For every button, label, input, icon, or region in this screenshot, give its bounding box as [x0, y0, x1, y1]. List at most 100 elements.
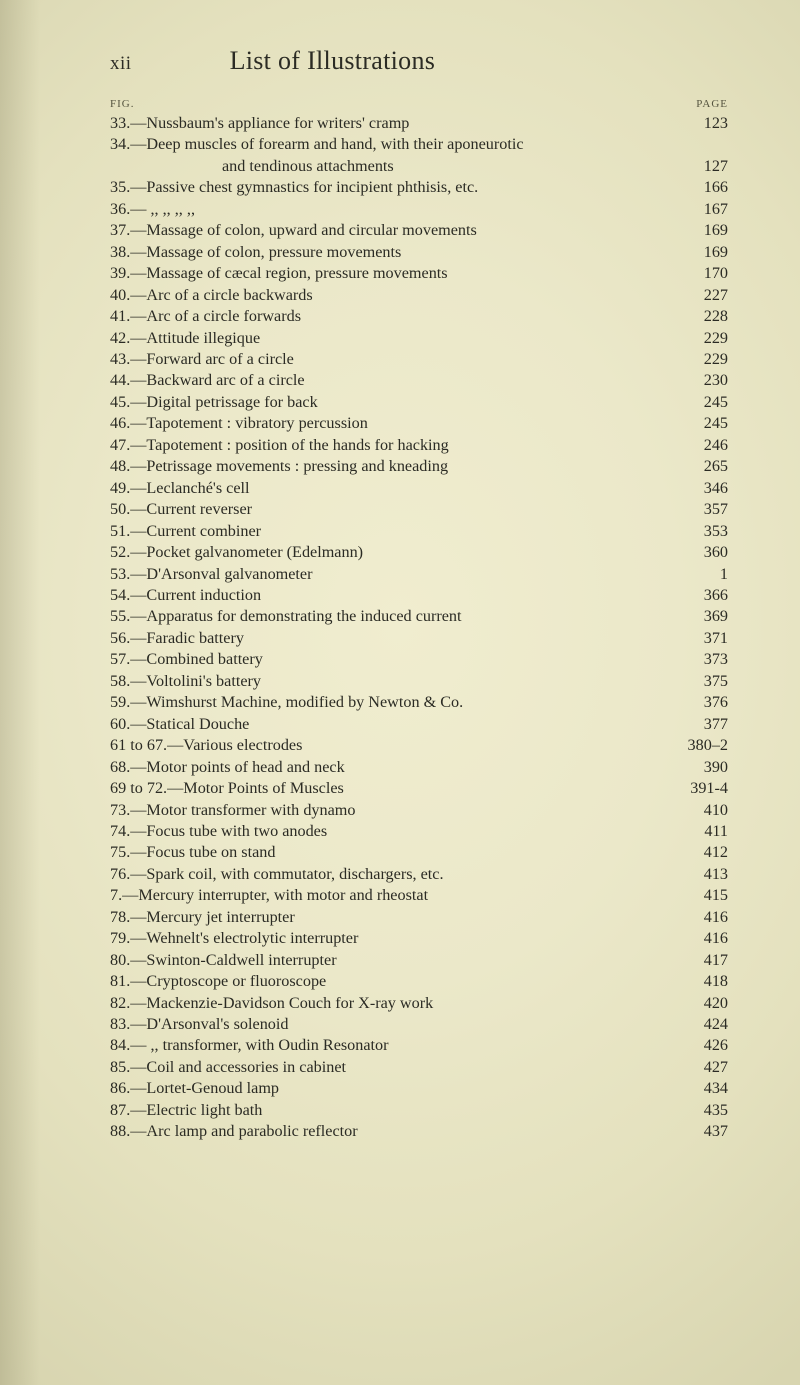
entry-label: 88.—Arc lamp and parabolic reflector	[110, 1121, 676, 1142]
list-item: 41.—Arc of a circle forwards228	[110, 306, 730, 327]
entry-label: 50.—Current reverser	[110, 499, 676, 520]
entry-page: 427	[676, 1057, 730, 1078]
entry-label: 56.—Faradic battery	[110, 628, 676, 649]
list-item: 58.—Voltolini's battery375	[110, 671, 730, 692]
list-item: 88.—Arc lamp and parabolic reflector437	[110, 1121, 730, 1142]
entry-label: 81.—Cryptoscope or fluoroscope	[110, 971, 676, 992]
list-item: 54.—Current induction366	[110, 585, 730, 606]
entry-page: 391-4	[676, 778, 730, 799]
entry-page: 437	[676, 1121, 730, 1142]
list-item: 51.—Current combiner353	[110, 521, 730, 542]
entry-page: 169	[676, 220, 730, 241]
entry-label: 59.—Wimshurst Machine, modified by Newto…	[110, 692, 676, 713]
entry-label: 84.— ,, transformer, with Oudin Resonato…	[110, 1035, 676, 1056]
entry-page: 265	[676, 456, 730, 477]
list-item: 82.—Mackenzie-Davidson Couch for X-ray w…	[110, 993, 730, 1014]
entry-page: 123	[676, 113, 730, 134]
list-item: 78.—Mercury jet interrupter416	[110, 907, 730, 928]
entry-page: 411	[676, 821, 730, 842]
entry-page: 426	[676, 1035, 730, 1056]
list-item: 49.—Leclanché's cell346	[110, 478, 730, 499]
list-item: 34.—Deep muscles of forearm and hand, wi…	[110, 134, 730, 155]
entry-page: 434	[676, 1078, 730, 1099]
list-item: 60.—Statical Douche377	[110, 714, 730, 735]
entry-page: 377	[676, 714, 730, 735]
entry-page: 410	[676, 800, 730, 821]
list-item: 36.— ,, ,, ,, ,,167	[110, 199, 730, 220]
entry-label: 35.—Passive chest gymnastics for incipie…	[110, 177, 676, 198]
list-item: 44.—Backward arc of a circle230	[110, 370, 730, 391]
list-item: 56.—Faradic battery371	[110, 628, 730, 649]
list-item: 61 to 67.—Various electrodes380–2	[110, 735, 730, 756]
entry-label: 49.—Leclanché's cell	[110, 478, 676, 499]
entry-label: 36.— ,, ,, ,, ,,	[110, 199, 676, 220]
entry-page: 229	[676, 328, 730, 349]
entry-page: 167	[676, 199, 730, 220]
list-item: 50.—Current reverser357	[110, 499, 730, 520]
list-item: 83.—D'Arsonval's solenoid424	[110, 1014, 730, 1035]
list-item: 74.—Focus tube with two anodes411	[110, 821, 730, 842]
entry-page: 418	[676, 971, 730, 992]
entry-label: 43.—Forward arc of a circle	[110, 349, 676, 370]
list-item: 80.—Swinton-Caldwell interrupter417	[110, 950, 730, 971]
list-item: 79.—Wehnelt's electrolytic interrupter41…	[110, 928, 730, 949]
entry-label: 52.—Pocket galvanometer (Edelmann)	[110, 542, 676, 563]
entry-page: 245	[676, 413, 730, 434]
entry-page: 380–2	[676, 735, 730, 756]
entry-label: 68.—Motor points of head and neck	[110, 757, 676, 778]
entry-page: 229	[676, 349, 730, 370]
entry-page: 166	[676, 177, 730, 198]
list-item: 47.—Tapotement : position of the hands f…	[110, 435, 730, 456]
list-item: 52.—Pocket galvanometer (Edelmann)360	[110, 542, 730, 563]
entry-page: 360	[676, 542, 730, 563]
list-item: 86.—Lortet-Genoud lamp434	[110, 1078, 730, 1099]
list-item: 39.—Massage of cæcal region, pressure mo…	[110, 263, 730, 284]
list-item: 84.— ,, transformer, with Oudin Resonato…	[110, 1035, 730, 1056]
entry-label: and tendinous attachments	[110, 156, 676, 177]
entry-label: 41.—Arc of a circle forwards	[110, 306, 676, 327]
entry-page: 424	[676, 1014, 730, 1035]
entry-page: 366	[676, 585, 730, 606]
entry-label: 86.—Lortet-Genoud lamp	[110, 1078, 676, 1099]
entry-label: 58.—Voltolini's battery	[110, 671, 676, 692]
list-item: 45.—Digital petrissage for back245	[110, 392, 730, 413]
entry-page: 169	[676, 242, 730, 263]
entry-page: 353	[676, 521, 730, 542]
running-head: xii List of Illustrations	[110, 46, 730, 76]
entry-label: 82.—Mackenzie-Davidson Couch for X-ray w…	[110, 993, 676, 1014]
column-head-fig: FIG.	[110, 98, 134, 110]
entry-page: 415	[676, 885, 730, 906]
entry-label: 57.—Combined battery	[110, 649, 676, 670]
list-item: 46.—Tapotement : vibratory percussion245	[110, 413, 730, 434]
entry-label: 69 to 72.—Motor Points of Muscles	[110, 778, 676, 799]
entry-label: 42.—Attitude illegique	[110, 328, 676, 349]
list-item: 37.—Massage of colon, upward and circula…	[110, 220, 730, 241]
entry-page: 245	[676, 392, 730, 413]
running-head-title: List of Illustrations	[230, 46, 436, 76]
entry-label: 78.—Mercury jet interrupter	[110, 907, 676, 928]
entry-page: 1	[676, 564, 730, 585]
entry-page: 230	[676, 370, 730, 391]
list-item: 73.—Motor transformer with dynamo410	[110, 800, 730, 821]
list-item: 38.—Massage of colon, pressure movements…	[110, 242, 730, 263]
entry-page: 170	[676, 263, 730, 284]
list-item: 59.—Wimshurst Machine, modified by Newto…	[110, 692, 730, 713]
entry-label: 37.—Massage of colon, upward and circula…	[110, 220, 676, 241]
entry-label: 45.—Digital petrissage for back	[110, 392, 676, 413]
entry-label: 55.—Apparatus for demonstrating the indu…	[110, 606, 676, 627]
entry-page: 375	[676, 671, 730, 692]
entry-label: 38.—Massage of colon, pressure movements	[110, 242, 676, 263]
list-item: 69 to 72.—Motor Points of Muscles391-4	[110, 778, 730, 799]
entry-label: 76.—Spark coil, with commutator, dischar…	[110, 864, 676, 885]
entry-page: 416	[676, 907, 730, 928]
column-head-page: PAGE	[696, 98, 728, 110]
page-number-roman: xii	[110, 53, 132, 75]
list-item: 55.—Apparatus for demonstrating the indu…	[110, 606, 730, 627]
page: xii List of Illustrations FIG. PAGE 33.—…	[0, 0, 800, 1385]
entry-label: 40.—Arc of a circle backwards	[110, 285, 676, 306]
entry-label: 39.—Massage of cæcal region, pressure mo…	[110, 263, 676, 284]
entry-page: 246	[676, 435, 730, 456]
entry-label: 47.—Tapotement : position of the hands f…	[110, 435, 676, 456]
entry-page: 371	[676, 628, 730, 649]
entry-page: 435	[676, 1100, 730, 1121]
